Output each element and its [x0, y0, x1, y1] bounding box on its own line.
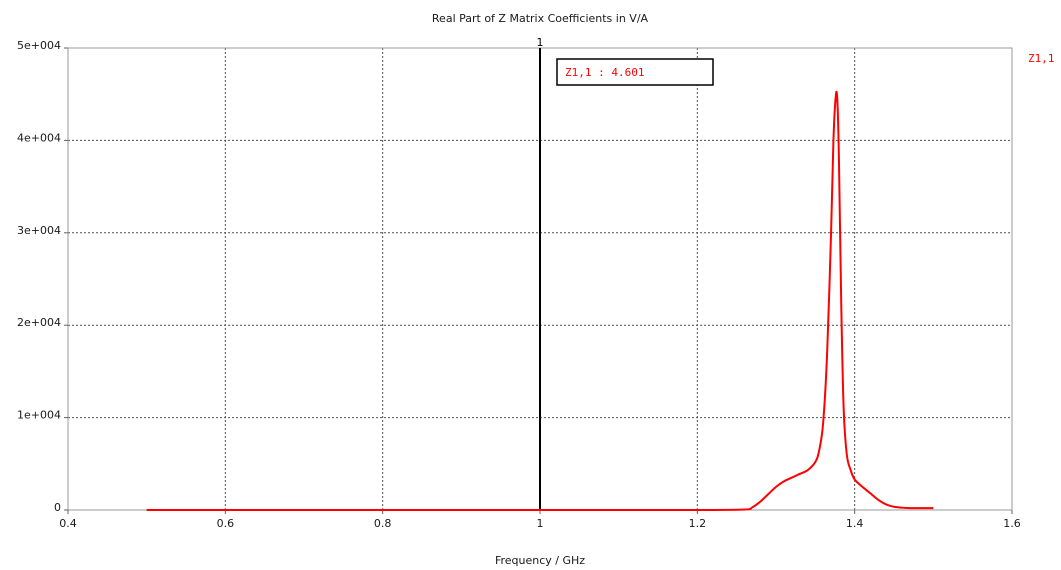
- x-tick-label: 1: [537, 517, 544, 530]
- x-tick-label: 0.6: [217, 517, 235, 530]
- chart-title: Real Part of Z Matrix Coefficients in V/…: [432, 12, 649, 25]
- marker-annotation: Z1,1 : 4.601: [556, 58, 714, 86]
- x-tick-label: 0.8: [374, 517, 392, 530]
- y-tick-label: 2e+004: [17, 316, 61, 329]
- x-tick-label: 0.4: [59, 517, 77, 530]
- annotation-text: Z1,1 : 4.601: [565, 66, 644, 79]
- y-tick-label: 1e+004: [17, 409, 61, 422]
- x-axis-ticks: 0.4 0.6 0.8 1 1.2 1.4 1.6: [59, 510, 1021, 530]
- marker[interactable]: 1: [537, 36, 544, 510]
- annotation-box: [556, 58, 714, 86]
- x-axis-label: Frequency / GHz: [495, 554, 585, 567]
- legend-entry: Z1,1: [1028, 52, 1055, 65]
- x-tick-label: 1.6: [1003, 517, 1021, 530]
- y-tick-label: 3e+004: [17, 224, 61, 237]
- y-tick-label: 5e+004: [17, 39, 61, 52]
- series-line-z11: [146, 90, 934, 512]
- x-tick-label: 1.2: [689, 517, 707, 530]
- y-axis-ticks: 0 1e+004 2e+004 3e+004 4e+004 5e+004: [17, 39, 68, 514]
- series: [146, 90, 934, 512]
- y-tick-label: 4e+004: [17, 131, 61, 144]
- marker-label: 1: [537, 36, 544, 49]
- y-tick-label: 0: [54, 501, 61, 514]
- x-tick-label: 1.4: [846, 517, 864, 530]
